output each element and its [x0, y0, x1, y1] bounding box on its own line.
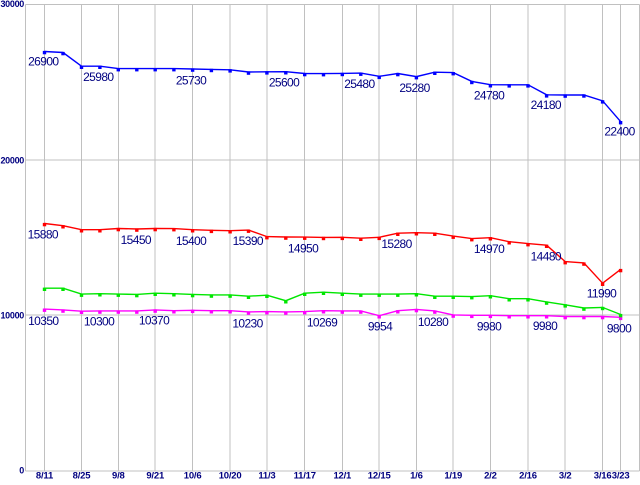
svg-text:15450: 15450	[121, 233, 152, 247]
svg-text:25730: 25730	[176, 73, 207, 87]
svg-text:2/2: 2/2	[484, 471, 497, 480]
svg-text:10280: 10280	[418, 315, 449, 329]
svg-text:11990: 11990	[587, 287, 617, 301]
svg-text:15880: 15880	[28, 228, 59, 242]
svg-text:11/3: 11/3	[258, 471, 275, 480]
svg-text:14480: 14480	[531, 249, 562, 263]
svg-text:26900: 26900	[28, 54, 59, 68]
svg-text:9980: 9980	[533, 319, 558, 333]
svg-text:11/17: 11/17	[294, 471, 316, 480]
svg-text:14950: 14950	[288, 242, 319, 256]
svg-text:10000: 10000	[0, 311, 24, 321]
svg-text:10230: 10230	[232, 316, 263, 330]
svg-text:25980: 25980	[83, 70, 114, 84]
svg-text:1/6: 1/6	[410, 471, 423, 480]
svg-text:8/11: 8/11	[36, 471, 54, 480]
svg-text:15280: 15280	[381, 237, 412, 251]
svg-text:9/8: 9/8	[112, 471, 125, 480]
svg-text:9980: 9980	[477, 320, 502, 334]
svg-text:14970: 14970	[474, 242, 505, 256]
svg-text:10/20: 10/20	[219, 471, 242, 480]
svg-text:10/6: 10/6	[184, 471, 202, 480]
svg-text:1/19: 1/19	[444, 471, 462, 480]
svg-text:10269: 10269	[307, 315, 338, 329]
svg-text:3/2: 3/2	[559, 471, 572, 480]
svg-text:2/16: 2/16	[519, 471, 537, 480]
svg-text:3/23: 3/23	[612, 471, 630, 480]
svg-text:25480: 25480	[344, 77, 375, 91]
svg-text:12/1: 12/1	[333, 471, 352, 480]
svg-text:10350: 10350	[28, 314, 59, 328]
svg-text:20000: 20000	[0, 155, 24, 165]
svg-text:22400: 22400	[604, 124, 635, 138]
svg-text:10300: 10300	[84, 314, 115, 328]
svg-text:12/15: 12/15	[368, 471, 392, 480]
svg-text:25280: 25280	[399, 81, 430, 95]
svg-text:0: 0	[19, 465, 24, 475]
svg-text:25600: 25600	[269, 75, 300, 89]
svg-text:9954: 9954	[368, 320, 393, 334]
svg-text:24180: 24180	[531, 98, 562, 112]
svg-text:9/21: 9/21	[146, 471, 165, 480]
svg-text:15400: 15400	[176, 234, 207, 248]
svg-text:24780: 24780	[474, 88, 505, 102]
svg-text:30000: 30000	[0, 0, 24, 9]
svg-text:10370: 10370	[139, 314, 170, 328]
svg-text:9800: 9800	[607, 322, 632, 336]
svg-text:15390: 15390	[233, 234, 264, 248]
svg-text:8/25: 8/25	[73, 471, 92, 480]
svg-text:3/16: 3/16	[594, 471, 612, 480]
